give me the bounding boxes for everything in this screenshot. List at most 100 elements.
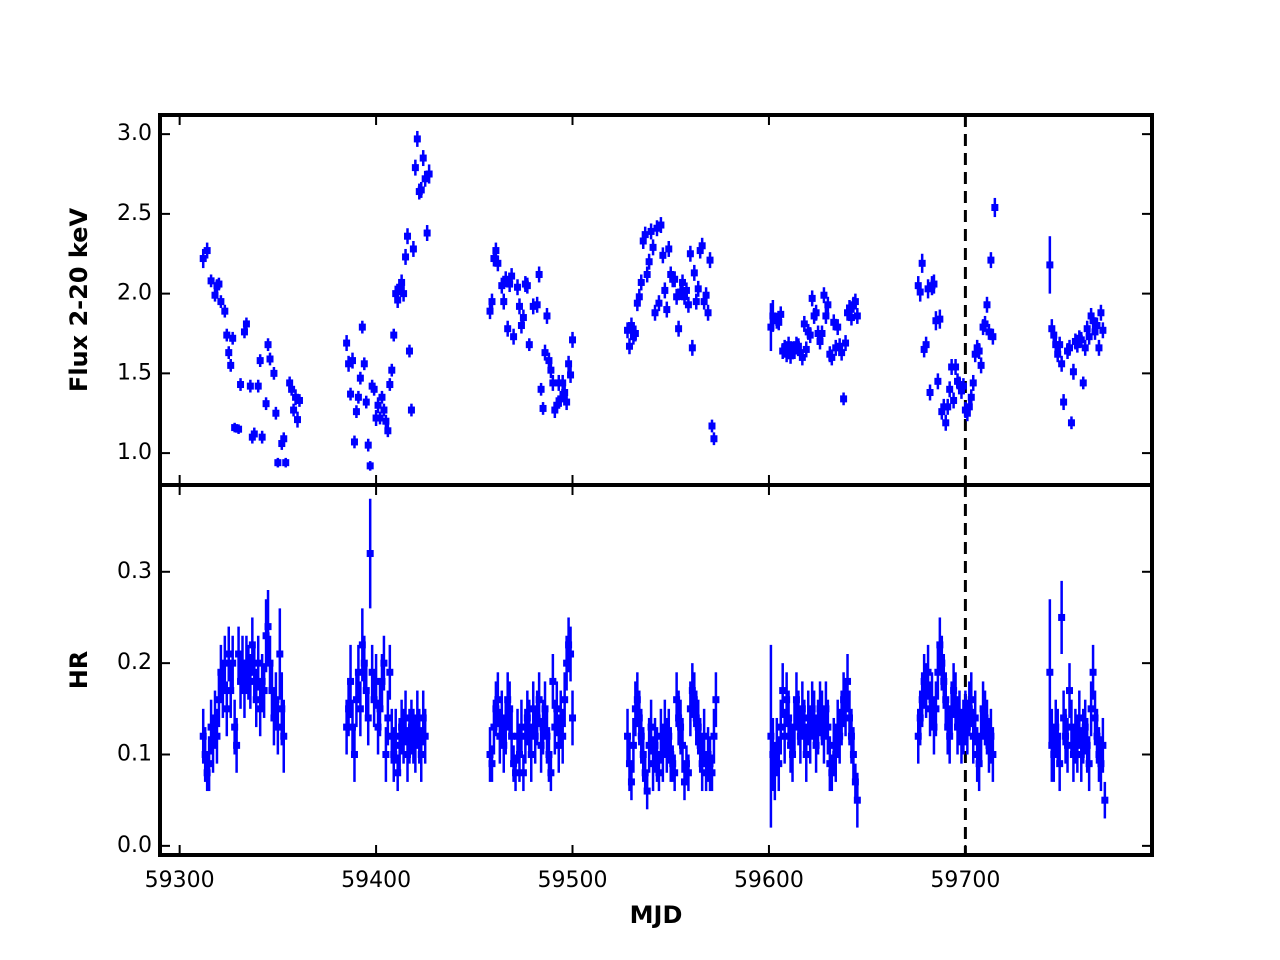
hr-data-point — [569, 714, 577, 722]
flux-data-point — [955, 381, 963, 389]
hr-data-point — [665, 732, 673, 740]
hr-data-point — [504, 696, 512, 704]
hr-data-point — [386, 668, 394, 676]
flux-data-point — [506, 280, 514, 288]
flux-data-point — [349, 357, 357, 365]
flux-data-point — [971, 350, 979, 358]
hr-data-point — [663, 741, 671, 749]
hr-data-point — [625, 760, 633, 768]
flux-data-point — [936, 315, 944, 323]
hr-data-point — [853, 796, 861, 804]
x-tick-label: 59300 — [145, 868, 215, 893]
flux-data-point — [934, 377, 942, 385]
flux-data-point — [944, 403, 952, 411]
flux-data-point — [372, 414, 380, 422]
flux-data-point — [649, 243, 657, 251]
hr-data-point — [488, 760, 496, 768]
hr-data-point — [777, 723, 785, 731]
flux-data-point — [1054, 350, 1062, 358]
hr-data-point — [260, 687, 268, 695]
hr-data-point — [816, 705, 824, 713]
hr-data-point — [631, 705, 639, 713]
hr-data-point — [250, 668, 258, 676]
hr-data-point — [708, 769, 716, 777]
hr-data-point — [531, 732, 539, 740]
flux-data-point — [270, 369, 278, 377]
hr-data-point — [378, 677, 386, 685]
hr-data-point — [366, 550, 374, 558]
flux-data-point — [274, 459, 282, 467]
flux-data-point — [851, 298, 859, 306]
flux-data-point — [820, 291, 828, 299]
x-tick-label: 59700 — [930, 868, 1000, 893]
flux-data-point — [643, 270, 651, 278]
hr-data-point — [349, 723, 357, 731]
hr-data-point — [963, 723, 971, 731]
hr-data-point — [543, 732, 551, 740]
hr-ytick-label: 0.3 — [117, 559, 152, 584]
hr-data-point — [781, 732, 789, 740]
hr-data-point — [343, 723, 351, 731]
flux-data-point — [647, 227, 655, 235]
hr-data-point — [794, 714, 802, 722]
hr-data-point — [661, 723, 669, 731]
hr-data-point — [702, 769, 710, 777]
flux-data-point — [645, 258, 653, 266]
flux-data-point — [844, 309, 852, 317]
flux-data-point — [798, 353, 806, 361]
flux-data-point — [514, 283, 522, 291]
hr-data-point — [987, 732, 995, 740]
flux-data-point — [842, 339, 850, 347]
flux-data-point — [535, 270, 543, 278]
flux-data-point — [551, 406, 559, 414]
hr-data-point — [824, 723, 832, 731]
flux-data-point — [519, 314, 527, 322]
hr-data-point — [390, 751, 398, 759]
hr-data-point — [258, 677, 266, 685]
flux-data-point — [525, 341, 533, 349]
flux-data-point — [352, 408, 360, 416]
hr-data-point — [773, 741, 781, 749]
flux-data-point — [256, 357, 264, 365]
hr-data-point — [240, 687, 248, 695]
hr-data-point — [1101, 796, 1109, 804]
flux-data-point — [696, 247, 704, 255]
flux-data-point — [682, 286, 690, 294]
hr-data-point — [942, 696, 950, 704]
flux-data-point — [808, 294, 816, 302]
flux-data-point — [775, 318, 783, 326]
hr-data-point — [932, 705, 940, 713]
flux-data-point — [1058, 360, 1066, 368]
hr-data-point — [404, 751, 412, 759]
flux-data-point — [777, 310, 785, 318]
hr-data-point — [1046, 668, 1054, 676]
flux-data-point — [394, 296, 402, 304]
flux-y-axis-title: Flux 2-20 keV — [65, 208, 93, 393]
hr-data-point — [649, 760, 657, 768]
flux-data-point — [1079, 379, 1087, 387]
hr-data-point — [698, 760, 706, 768]
flux-data-point — [494, 259, 502, 267]
flux-data-point — [814, 329, 822, 337]
flux-data-point — [781, 344, 789, 352]
hr-data-point — [779, 687, 787, 695]
flux-data-point — [816, 337, 824, 345]
flux-data-point — [508, 272, 516, 280]
hr-axes-frame — [158, 483, 1154, 857]
hr-data-point — [840, 696, 848, 704]
hr-data-point — [950, 687, 958, 695]
hr-data-point — [512, 769, 520, 777]
hr-data-point — [396, 741, 404, 749]
hr-data-point — [712, 696, 720, 704]
flux-data-point — [657, 221, 665, 229]
hr-data-point — [975, 760, 983, 768]
hr-data-point — [545, 751, 553, 759]
hr-data-point — [527, 751, 535, 759]
hr-data-point — [350, 751, 358, 759]
flux-data-point — [675, 325, 683, 333]
hr-data-point — [413, 714, 421, 722]
hr-data-point — [1077, 751, 1085, 759]
hr-data-point — [818, 714, 826, 722]
hr-data-point — [684, 769, 692, 777]
flux-data-point — [246, 382, 254, 390]
